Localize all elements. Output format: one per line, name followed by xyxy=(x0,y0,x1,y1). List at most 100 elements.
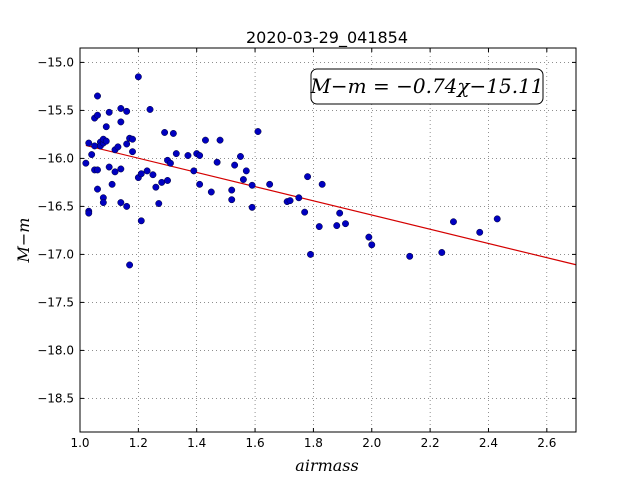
ticks xyxy=(79,48,576,432)
scatter-point xyxy=(111,168,119,176)
scatter-point xyxy=(88,151,96,159)
scatter-point xyxy=(82,159,90,167)
scatter-point xyxy=(126,261,134,269)
scatter-point xyxy=(301,208,309,216)
y-tick-label: −17.5 xyxy=(37,295,74,309)
scatter-point xyxy=(450,218,457,226)
scatter-point xyxy=(196,180,204,188)
scatter-point xyxy=(134,73,142,81)
scatter-point xyxy=(406,252,414,260)
y-tick-label: −18.5 xyxy=(37,391,74,405)
fit-line xyxy=(85,144,577,266)
scatter-point xyxy=(94,185,101,193)
scatter-point xyxy=(152,183,160,191)
scatter-point xyxy=(286,197,294,205)
scatter-point xyxy=(108,180,116,188)
y-tick-label: −15.0 xyxy=(37,55,74,69)
scatter-point xyxy=(91,142,99,150)
x-tick-label: 1.0 xyxy=(70,436,89,450)
scatter-point xyxy=(307,250,314,258)
scatter-point xyxy=(123,202,131,210)
scatter-point xyxy=(248,181,256,189)
y-tick-labels: −15.0 −15.5 −16.0 −16.5 −17.0 −17.5 −18.0 −18.5 xyxy=(37,55,74,405)
scatter-point xyxy=(94,92,101,100)
scatter-point xyxy=(117,118,125,126)
scatter-point xyxy=(143,167,151,175)
scatter-point xyxy=(105,108,113,116)
scatter-point xyxy=(146,105,154,113)
scatter-point xyxy=(102,137,110,145)
scatter-point xyxy=(237,153,244,160)
scatter-point xyxy=(202,136,209,144)
scatter-point xyxy=(336,209,344,217)
x-axis-label: airmass xyxy=(295,456,358,475)
chart-title: 2020-03-29_041854 xyxy=(246,28,408,48)
scatter-point xyxy=(158,178,166,186)
scatter-point xyxy=(248,203,256,211)
scatter-point xyxy=(102,123,110,131)
x-tick-label: 2.6 xyxy=(537,436,556,450)
x-tick-label: 1.2 xyxy=(129,436,148,450)
scatter-point xyxy=(333,222,341,230)
scatter-point xyxy=(315,223,323,231)
scatter-point xyxy=(94,166,101,174)
scatter-point xyxy=(137,217,145,225)
scatter-point xyxy=(295,194,303,202)
scatter-point xyxy=(228,186,236,194)
scatter-point xyxy=(216,136,224,144)
y-tick-label: −16.0 xyxy=(37,151,74,165)
scatter-point xyxy=(242,167,250,175)
scatter-point xyxy=(184,152,192,159)
scatter-point xyxy=(123,107,131,115)
x-tick-labels: 1.0 1.2 1.4 1.6 1.8 2.0 2.2 2.4 2.6 xyxy=(70,436,556,450)
scatter-point xyxy=(129,135,136,143)
fit-annotation: M−m = −0.74χ−15.11 xyxy=(309,68,544,105)
x-tick-label: 2.0 xyxy=(362,436,381,450)
scatter-point xyxy=(172,150,180,158)
fit-annotation-text: M−m = −0.74χ−15.11 xyxy=(309,74,543,98)
scatter-point xyxy=(114,143,122,151)
scatter-point xyxy=(137,170,145,178)
scatter-point xyxy=(155,200,163,207)
x-tick-label: 2.4 xyxy=(479,436,498,450)
scatter-point xyxy=(123,140,131,148)
scatter-point xyxy=(304,173,312,181)
scatter-point xyxy=(161,129,169,136)
scatter-point xyxy=(129,148,136,156)
y-tick-label: −17.0 xyxy=(37,247,74,261)
scatter-point xyxy=(105,163,113,171)
scatter-point xyxy=(85,209,93,217)
scatter-point xyxy=(94,111,101,119)
scatter-point xyxy=(266,180,274,188)
scatter-point xyxy=(166,159,174,167)
scatter-point xyxy=(117,199,125,207)
scatter-point xyxy=(196,152,204,159)
scatter-point xyxy=(169,129,177,137)
x-tick-label: 1.8 xyxy=(304,436,323,450)
scatter-point xyxy=(207,188,215,196)
scatter-point xyxy=(228,196,236,204)
scatter-point xyxy=(85,139,93,147)
y-tick-label: −16.5 xyxy=(37,199,74,213)
x-tick-label: 2.2 xyxy=(421,436,440,450)
scatter-points xyxy=(82,73,501,269)
scatter-point xyxy=(476,228,484,236)
scatter-point xyxy=(213,158,221,166)
scatter-point xyxy=(318,180,326,188)
scatter-point xyxy=(149,171,157,179)
y-tick-label: −15.5 xyxy=(37,103,74,117)
x-tick-label: 1.6 xyxy=(246,436,265,450)
scatter-point xyxy=(239,176,247,183)
scatter-point xyxy=(365,233,373,241)
y-axis-label: M−m xyxy=(14,218,33,264)
fit-line-layer xyxy=(85,144,577,266)
scatter-point xyxy=(117,105,125,112)
y-tick-label: −18.0 xyxy=(37,343,74,357)
scatter-point xyxy=(493,215,501,223)
grid xyxy=(79,48,576,432)
scatter-point xyxy=(438,249,446,256)
scatter-point xyxy=(368,241,376,249)
scatter-point xyxy=(99,199,107,207)
scatter-point xyxy=(254,128,262,135)
